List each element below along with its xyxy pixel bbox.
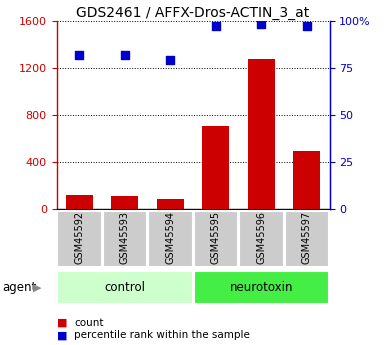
Bar	[148, 211, 193, 267]
Bar	[248, 59, 275, 209]
Bar	[285, 211, 329, 267]
Text: GSM45593: GSM45593	[120, 211, 130, 264]
Text: agent: agent	[2, 281, 36, 294]
Text: count: count	[74, 318, 104, 327]
Point	[76, 52, 82, 57]
Text: control: control	[104, 281, 145, 294]
Text: neurotoxin: neurotoxin	[230, 281, 293, 294]
Text: ▶: ▶	[33, 282, 41, 292]
Text: GSM45594: GSM45594	[165, 211, 175, 264]
Point	[304, 23, 310, 29]
Bar	[239, 211, 284, 267]
Point	[167, 57, 174, 63]
Text: GSM45595: GSM45595	[211, 211, 221, 264]
Bar	[157, 199, 184, 209]
Text: ■: ■	[57, 331, 67, 340]
Bar	[202, 127, 229, 209]
Bar	[293, 151, 321, 209]
Bar	[66, 195, 93, 209]
Text: GSM45597: GSM45597	[302, 211, 312, 264]
Title: GDS2461 / AFFX-Dros-ACTIN_3_at: GDS2461 / AFFX-Dros-ACTIN_3_at	[76, 6, 310, 20]
Point	[213, 23, 219, 29]
Bar	[57, 270, 193, 304]
Bar	[193, 211, 238, 267]
Point	[122, 52, 128, 57]
Bar	[57, 211, 101, 267]
Point	[258, 22, 264, 27]
Text: percentile rank within the sample: percentile rank within the sample	[74, 331, 250, 340]
Text: ■: ■	[57, 318, 67, 327]
Bar	[111, 196, 138, 209]
Bar	[103, 211, 147, 267]
Text: GSM45596: GSM45596	[256, 211, 266, 264]
Bar	[193, 270, 329, 304]
Text: GSM45592: GSM45592	[74, 211, 84, 264]
